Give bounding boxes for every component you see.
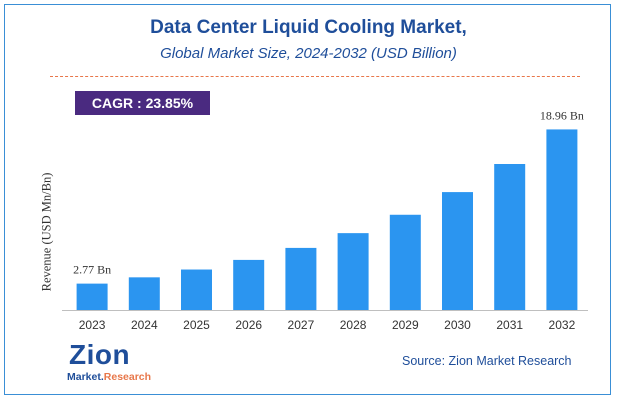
x-tick-label: 2026 bbox=[235, 318, 262, 332]
bar-2023 bbox=[76, 283, 108, 310]
data-labels: 2.77 Bn 18.96 Bn bbox=[73, 108, 584, 276]
bar-2025 bbox=[181, 269, 212, 310]
data-label-2023: 2.77 Bn bbox=[73, 263, 111, 277]
zion-logo: Zion bbox=[69, 339, 131, 370]
x-tick-label: 2023 bbox=[79, 318, 106, 332]
x-tick-label: 2025 bbox=[183, 318, 210, 332]
x-tick-label: 2032 bbox=[549, 318, 576, 332]
title-divider bbox=[50, 76, 580, 77]
zion-logo-tagline: Market.Research bbox=[67, 371, 152, 383]
x-tick-label: 2027 bbox=[288, 318, 315, 332]
cagr-badge: CAGR : 23.85% bbox=[75, 91, 210, 115]
source-note: Source: Zion Market Research bbox=[402, 354, 572, 368]
bar-series bbox=[76, 129, 578, 310]
x-tick-label: 2029 bbox=[392, 318, 419, 332]
bar-2024 bbox=[128, 277, 160, 310]
bar-2030 bbox=[442, 192, 473, 310]
chart-title: Data Center Liquid Cooling Market, bbox=[150, 17, 467, 38]
bar-2026 bbox=[233, 259, 265, 310]
bar-2027 bbox=[285, 247, 317, 310]
x-tick-label: 2024 bbox=[131, 318, 158, 332]
bar-2031 bbox=[494, 164, 526, 310]
x-tick-label: 2031 bbox=[496, 318, 523, 332]
data-label-2032: 18.96 Bn bbox=[540, 108, 584, 122]
x-axis-ticks: 2023 2024 2025 2026 2027 2028 2029 2030 2031 2032 bbox=[79, 318, 576, 332]
x-tick-label: 2028 bbox=[340, 318, 367, 332]
chart-subtitle: Global Market Size, 2024-2032 (USD Billi… bbox=[160, 45, 457, 62]
bar-2032 bbox=[546, 129, 578, 310]
x-tick-label: 2030 bbox=[444, 318, 471, 332]
bar-2028 bbox=[337, 233, 369, 310]
bar-2029 bbox=[389, 214, 421, 310]
